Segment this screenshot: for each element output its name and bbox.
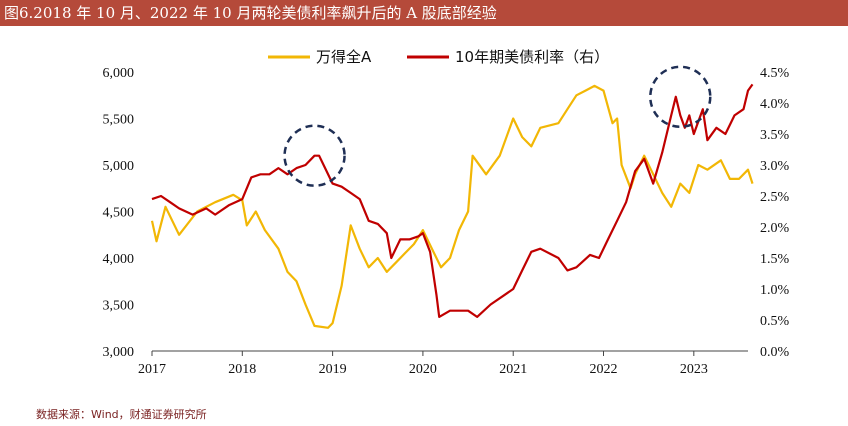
y-left-tick-label: 3,000 [103,345,135,360]
y-right-tick-label: 0.5% [760,314,790,329]
legend-label-us10y: 10年期美债利率（右） [455,48,609,66]
y-left-tick-label: 5,000 [103,159,135,174]
x-tick-label: 2021 [499,362,527,377]
y-right-tick-label: 2.5% [760,190,790,205]
y-right-tick-label: 1.5% [760,252,790,267]
series-line-us10y [151,83,754,318]
x-tick-label: 2022 [590,362,618,377]
y-left-tick-label: 6,000 [103,66,135,81]
y-left-tick-label: 4,000 [103,252,135,267]
x-tick-label: 2019 [319,362,347,377]
series-line-wind-a [150,84,754,329]
x-tick-label: 2018 [228,362,256,377]
x-tick-label: 2017 [138,362,166,377]
legend: 万得全A 10年期美债利率（右） [268,48,609,66]
y-right-tick-label: 4.0% [760,97,790,112]
axes-group: 2017 2018 2019 2020 2021 2022 2023 3,000 3,500 4,… [103,66,790,377]
chart-title: 图6.2018 年 10 月、2022 年 10 月两轮美债利率飙升后的 A 股… [0,0,848,26]
x-tick-label: 2023 [680,362,708,377]
annotation-group [283,65,712,187]
y-left-tick-label: 4,500 [103,206,135,221]
annotation-dashed-circle [649,65,712,129]
dual-axis-line-chart: 2017 2018 2019 2020 2021 2022 2023 3,000 3,500 4,… [103,48,790,377]
y-right-tick-label: 1.0% [760,283,790,298]
y-left-tick-label: 5,500 [103,113,135,128]
series-group [150,83,754,329]
y-right-tick-label: 4.5% [760,66,790,81]
y-right-tick-label: 3.5% [760,128,790,143]
y-left-tick-label: 3,500 [103,299,135,314]
y-right-tick-label: 0.0% [760,345,790,360]
y-right-tick-label: 2.0% [760,221,790,236]
legend-label-wind-a: 万得全A [316,48,372,66]
annotation-dashed-circle [283,124,346,187]
source-note: 数据来源：Wind，财通证券研究所 [36,408,207,421]
y-right-tick-label: 3.0% [760,159,790,174]
x-tick-label: 2020 [409,362,437,377]
